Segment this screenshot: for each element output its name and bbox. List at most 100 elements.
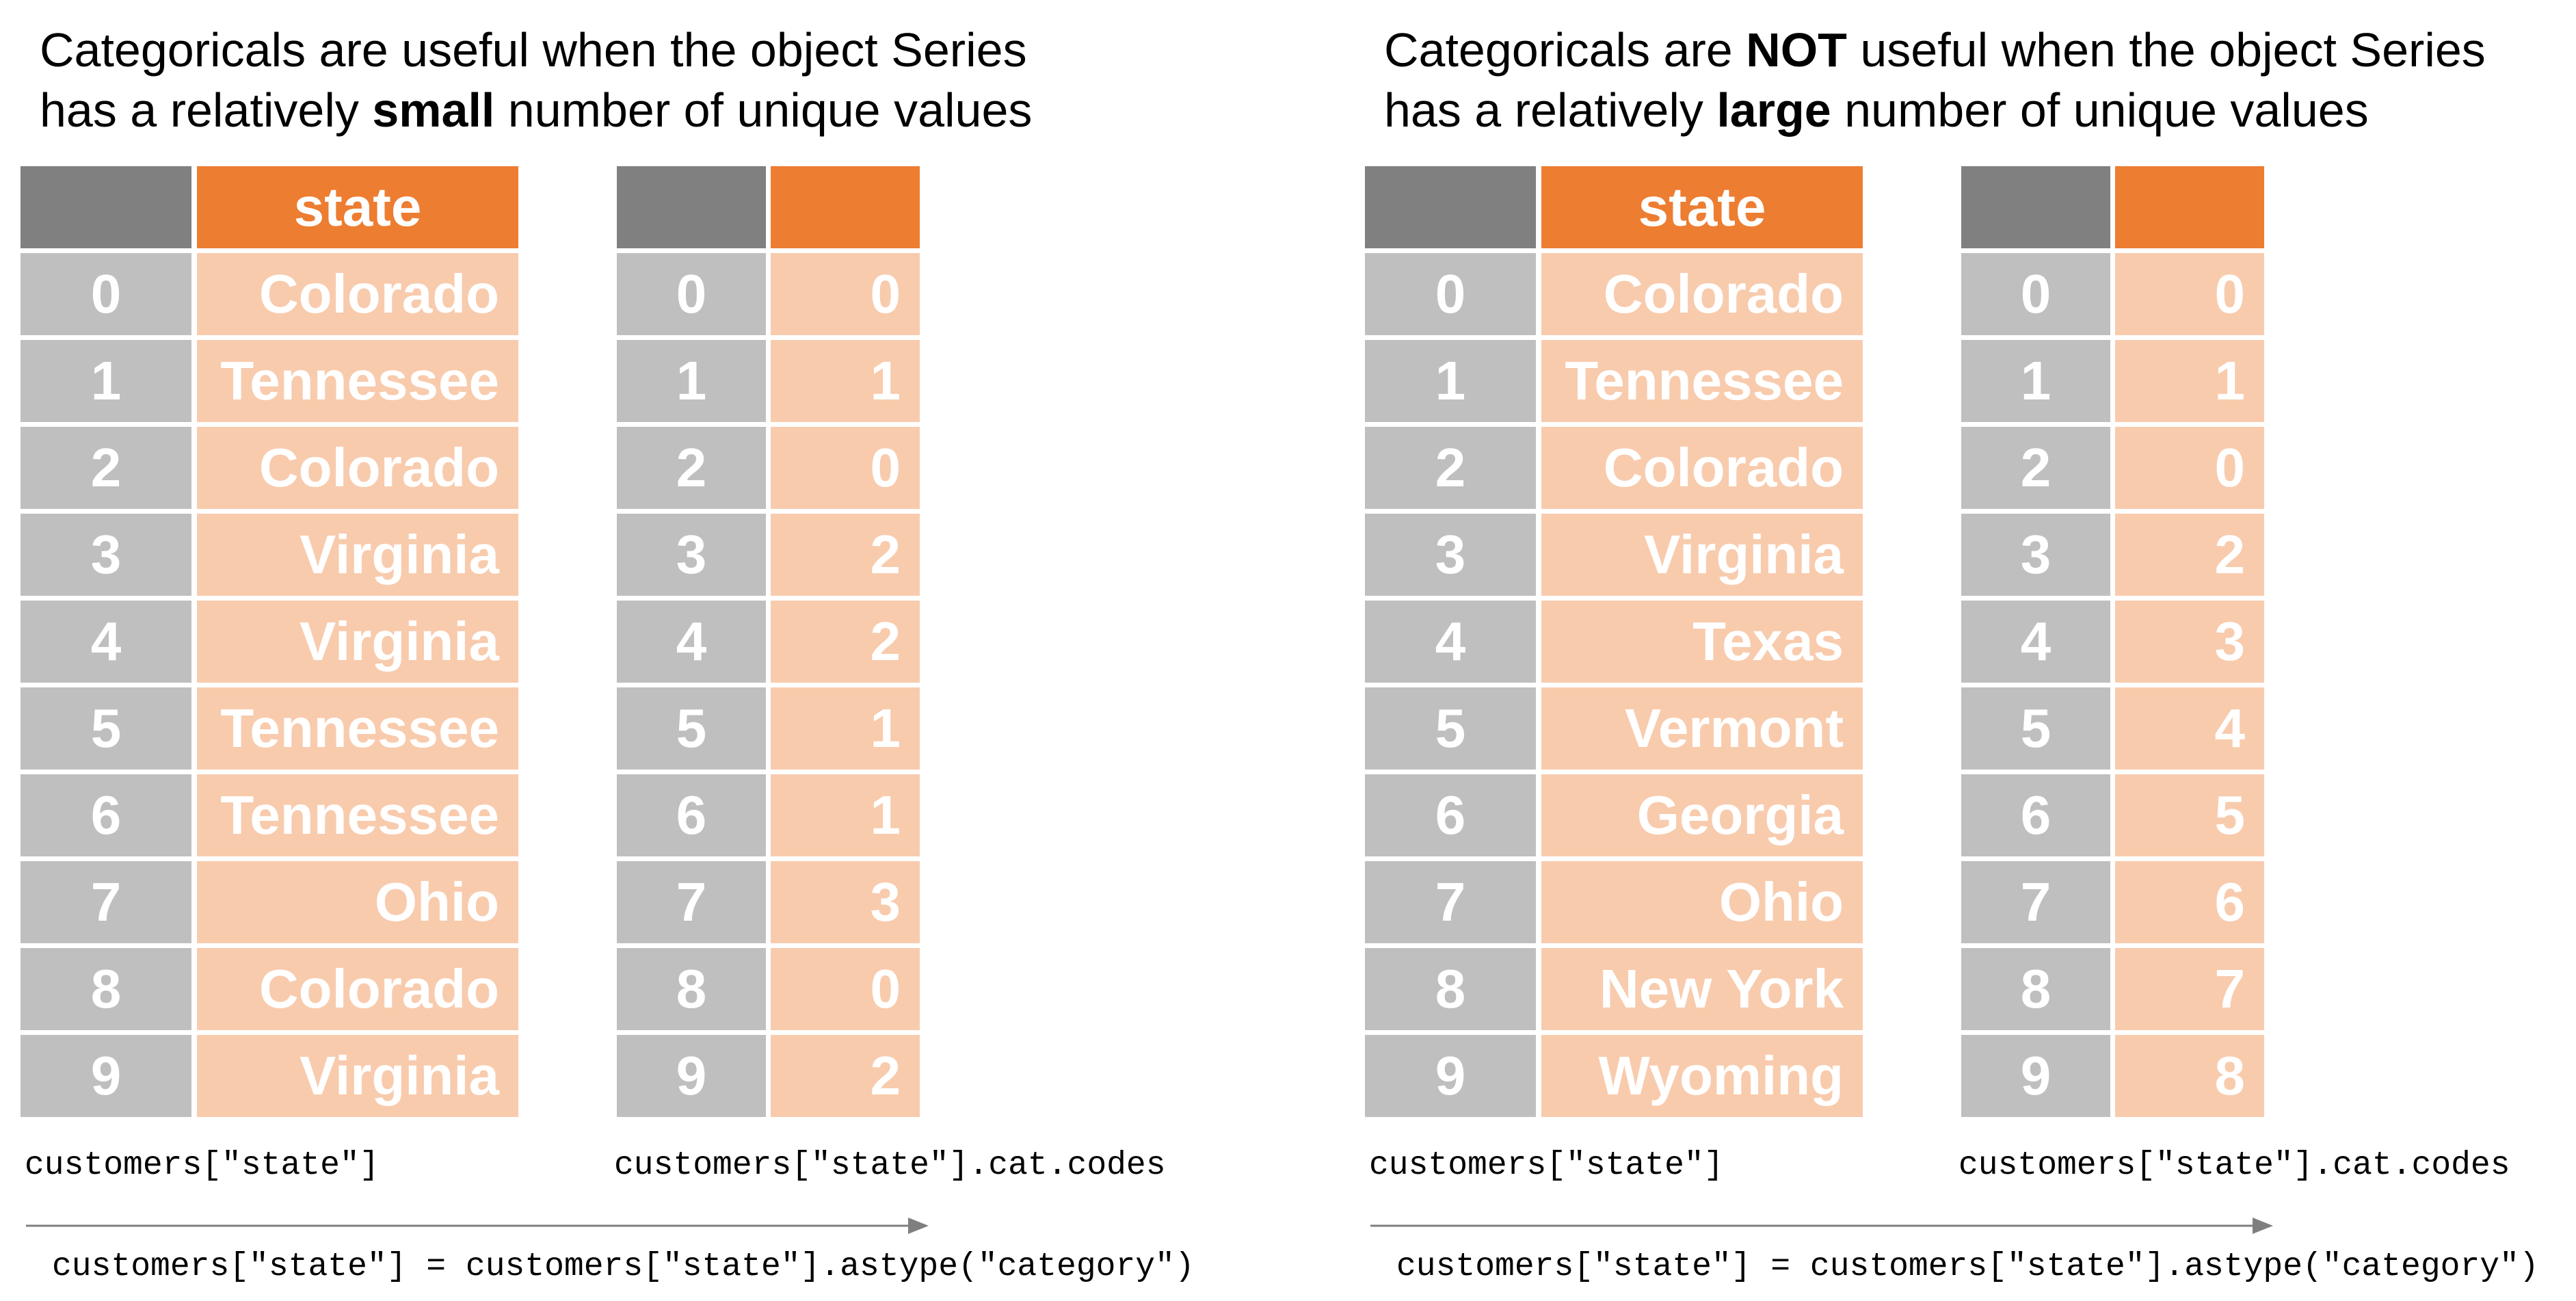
category-code-cell: 2 <box>771 1035 920 1117</box>
category-code-cell: 2 <box>2115 514 2264 596</box>
state-value-cell: Vermont <box>1541 687 1863 770</box>
state-value-cell: Texas <box>1541 601 1863 683</box>
category-code-cell: 6 <box>2115 861 2264 943</box>
row-index-cell: 5 <box>1365 687 1536 770</box>
row-index-cell: 8 <box>617 948 766 1030</box>
panel-title-line-1: Categoricals are useful when the object … <box>40 26 1027 74</box>
state-value-cell: Colorado <box>1541 253 1863 335</box>
category-code-cell: 1 <box>771 340 920 422</box>
codes-header-cell <box>771 166 920 248</box>
row-index-cell: 1 <box>617 340 766 422</box>
state-value-cell: Colorado <box>197 427 518 509</box>
title-text: number of unique values <box>494 83 1033 137</box>
row-index-cell: 9 <box>21 1035 191 1117</box>
astype-conversion-code: customers["state"] = customers["state"].… <box>1396 1248 2539 1285</box>
row-index-cell: 3 <box>617 514 766 596</box>
codes-series-label: customers["state"].cat.codes <box>1958 1147 2510 1184</box>
category-code-cell: 0 <box>2115 253 2264 335</box>
column-header-cell: state <box>1541 166 1863 248</box>
state-series-label: customers["state"] <box>1369 1147 1724 1184</box>
category-code-cell: 5 <box>2115 774 2264 856</box>
state-value-cell: Virginia <box>197 1035 518 1117</box>
row-index-cell: 3 <box>21 514 191 596</box>
index-header-cell <box>1365 166 1536 248</box>
row-index-cell: 0 <box>21 253 191 335</box>
state-value-cell: Tennessee <box>197 687 518 770</box>
category-code-cell: 0 <box>771 948 920 1030</box>
title-text: Categoricals are <box>1384 23 1747 77</box>
row-index-cell: 7 <box>21 861 191 943</box>
row-index-cell: 8 <box>1961 948 2110 1030</box>
category-code-cell: 2 <box>771 601 920 683</box>
row-index-cell: 9 <box>1961 1035 2110 1117</box>
row-index-cell: 8 <box>21 948 191 1030</box>
panel-large-unique: Categoricals are NOT useful when the obj… <box>1344 0 2576 1301</box>
row-index-cell: 6 <box>617 774 766 856</box>
category-code-cell: 2 <box>771 514 920 596</box>
row-index-cell: 1 <box>21 340 191 422</box>
title-text: number of unique values <box>1831 83 2369 137</box>
row-index-cell: 0 <box>1365 253 1536 335</box>
row-index-cell: 3 <box>1961 514 2110 596</box>
category-code-cell: 7 <box>2115 948 2264 1030</box>
category-code-cell: 0 <box>771 253 920 335</box>
panel-small-unique: Categoricals are useful when the object … <box>0 0 1286 1301</box>
row-index-cell: 2 <box>1961 427 2110 509</box>
row-index-cell: 8 <box>1365 948 1536 1030</box>
row-index-cell: 5 <box>21 687 191 770</box>
row-index-cell: 2 <box>1365 427 1536 509</box>
category-code-cell: 1 <box>771 774 920 856</box>
column-header-cell: state <box>197 166 518 248</box>
state-value-cell: Colorado <box>197 253 518 335</box>
index-header-cell <box>21 166 191 248</box>
category-code-cell: 8 <box>2115 1035 2264 1117</box>
title-emphasis: small <box>372 83 495 137</box>
title-text: Categoricals are useful when the object … <box>40 23 1027 77</box>
state-value-cell: Virginia <box>197 601 518 683</box>
category-code-cell: 1 <box>771 687 920 770</box>
row-index-cell: 4 <box>1365 601 1536 683</box>
state-value-cell: Tennessee <box>197 340 518 422</box>
row-index-cell: 7 <box>1365 861 1536 943</box>
state-series-table: state 0 Colorado 1 Tennessee 2 Colorado 3 Virgin… <box>1365 166 1863 1124</box>
codes-header-cell <box>2115 166 2264 248</box>
row-index-cell: 4 <box>21 601 191 683</box>
row-index-cell: 1 <box>1961 340 2110 422</box>
row-index-cell: 5 <box>617 687 766 770</box>
row-index-cell: 2 <box>21 427 191 509</box>
codes-series-label: customers["state"].cat.codes <box>614 1147 1166 1184</box>
category-code-cell: 4 <box>2115 687 2264 770</box>
state-value-cell: Virginia <box>1541 514 1863 596</box>
state-value-cell: Ohio <box>1541 861 1863 943</box>
state-value-cell: Ohio <box>197 861 518 943</box>
state-value-cell: Colorado <box>1541 427 1863 509</box>
row-index-cell: 5 <box>1961 687 2110 770</box>
category-code-cell: 3 <box>2115 601 2264 683</box>
state-value-cell: Georgia <box>1541 774 1863 856</box>
state-series-label: customers["state"] <box>25 1147 380 1184</box>
state-series-table: state 0 Colorado 1 Tennessee 2 Colorado 3 Virgin… <box>21 166 518 1124</box>
title-text: has a relatively <box>1384 83 1717 137</box>
title-emphasis: NOT <box>1746 23 1847 77</box>
row-index-cell: 6 <box>1365 774 1536 856</box>
row-index-cell: 7 <box>617 861 766 943</box>
row-index-cell: 4 <box>617 601 766 683</box>
row-index-cell: 2 <box>617 427 766 509</box>
index-header-cell <box>1961 166 2110 248</box>
row-index-cell: 3 <box>1365 514 1536 596</box>
category-code-cell: 0 <box>2115 427 2264 509</box>
title-emphasis: large <box>1716 83 1831 137</box>
state-value-cell: Colorado <box>197 948 518 1030</box>
index-header-cell <box>617 166 766 248</box>
state-value-cell: New York <box>1541 948 1863 1030</box>
category-code-cell: 1 <box>2115 340 2264 422</box>
arrow-icon <box>26 1218 929 1234</box>
arrow-icon <box>1370 1218 2273 1234</box>
row-index-cell: 0 <box>617 253 766 335</box>
row-index-cell: 9 <box>617 1035 766 1117</box>
title-text: has a relatively <box>40 83 373 137</box>
row-index-cell: 6 <box>1961 774 2110 856</box>
category-code-cell: 3 <box>771 861 920 943</box>
